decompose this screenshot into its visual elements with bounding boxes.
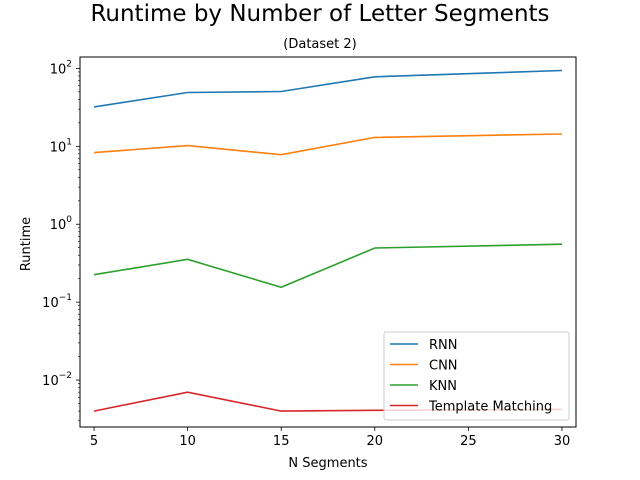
x-tick-label: 20 (367, 434, 384, 449)
y-tick-label: 102 (50, 59, 72, 77)
legend-label: CNN (429, 359, 458, 374)
legend-label: Template Matching (428, 400, 552, 415)
legend-box (383, 331, 570, 421)
y-tick-label: 10−2 (42, 371, 72, 389)
legend-label: KNN (429, 379, 457, 394)
chart-title: Runtime by Number of Letter Segments (90, 1, 550, 27)
y-tick-label: 100 (50, 215, 73, 233)
chart-subtitle: (Dataset 2) (283, 37, 357, 52)
x-axis-ticks: 5 10 15 20 25 30 (90, 427, 570, 449)
plot-frame (79, 56, 577, 428)
y-tick-label: 101 (50, 137, 72, 155)
x-tick-label: 25 (460, 434, 477, 449)
legend-label: RNN (429, 338, 457, 353)
x-tick-label: 10 (179, 434, 196, 449)
y-axis-ticks: 10−2 10−1 100 101 102 (42, 59, 80, 422)
y-tick-label: 10−1 (42, 293, 72, 311)
x-tick-label: 30 (554, 434, 571, 449)
x-tick-label: 15 (273, 434, 290, 449)
x-tick-label: 5 (90, 434, 98, 449)
series-line-cnn (93, 133, 563, 156)
y-axis-label: Runtime (19, 217, 34, 271)
x-axis-label: N Segments (288, 456, 367, 471)
legend: RNN CNN KNN Template Matching (383, 331, 570, 421)
series-line-knn (93, 243, 563, 289)
series-line-rnn (93, 69, 563, 108)
